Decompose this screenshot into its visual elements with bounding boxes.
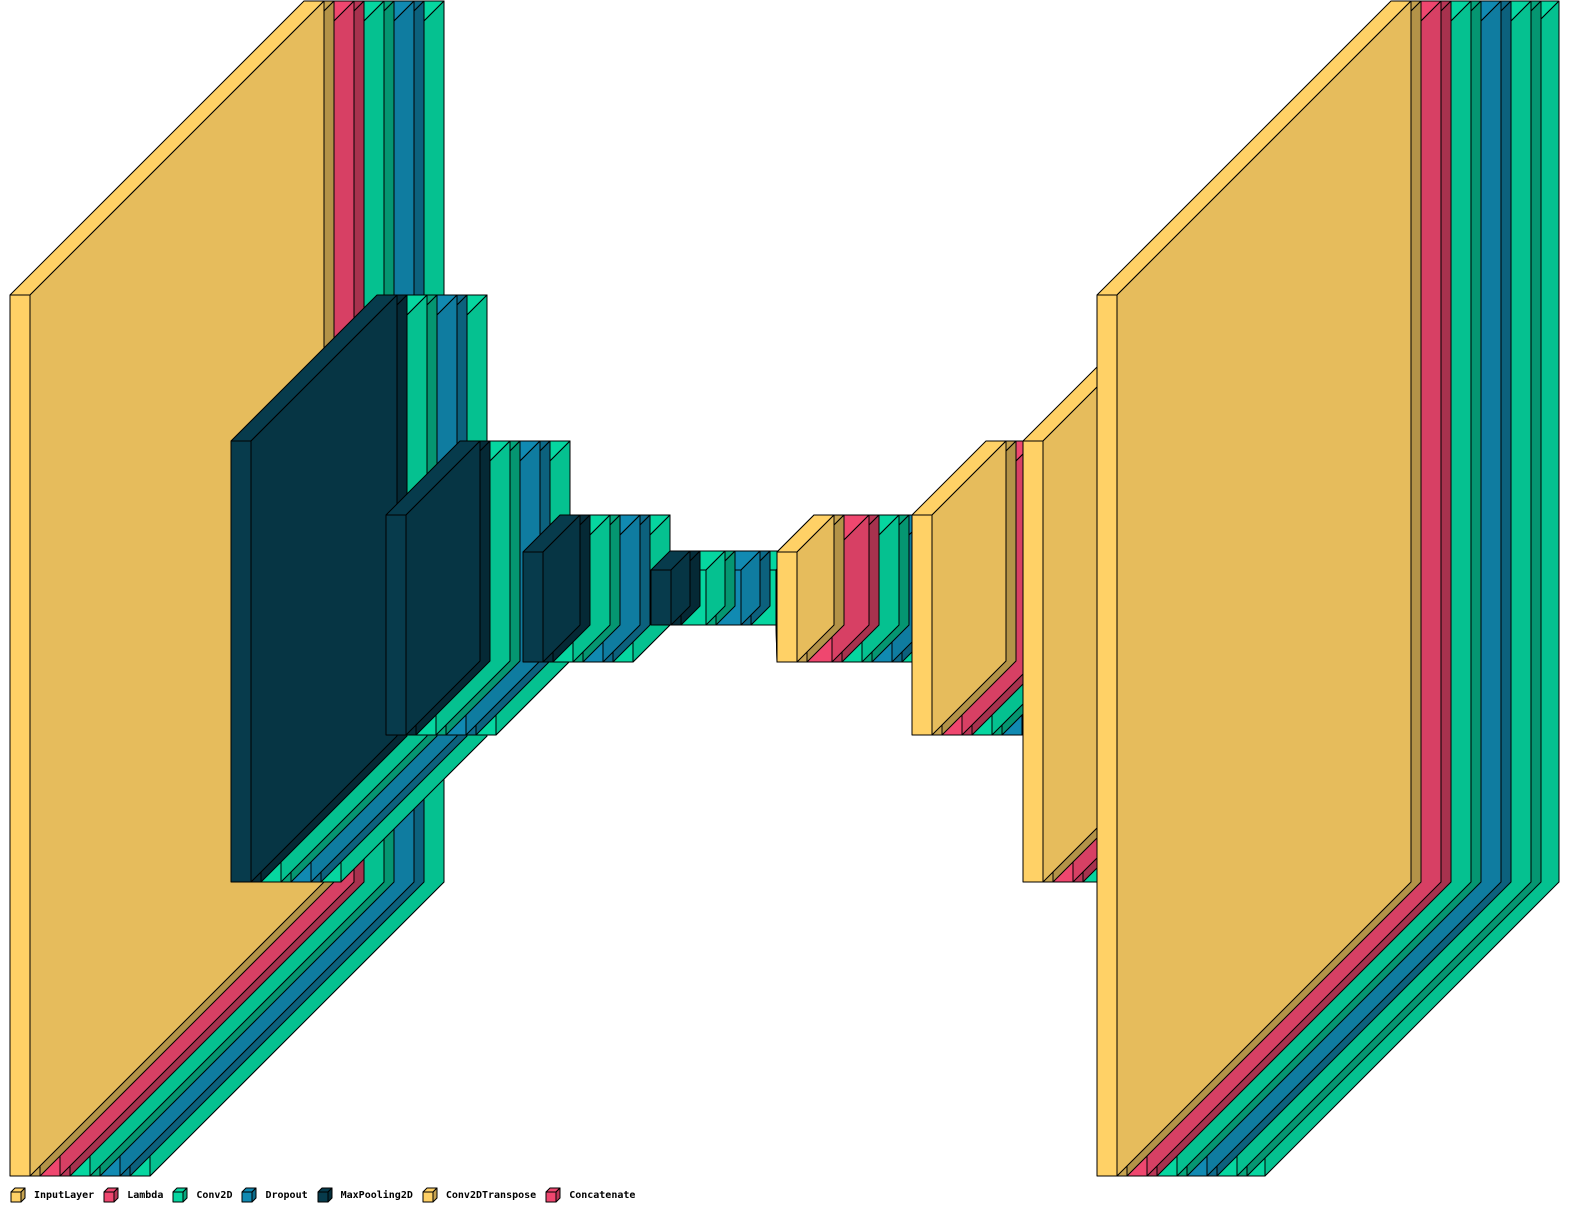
- dropout-cube-icon: [241, 1187, 257, 1203]
- legend-item-conv2-dtranspose: Conv2DTranspose: [422, 1187, 536, 1203]
- layer-max-pooling2-d-bottleneck-0: [650, 550, 691, 626]
- input-layer-cube-icon: [10, 1187, 26, 1203]
- legend-label: Concatenate: [569, 1189, 636, 1201]
- legend-label: Lambda: [127, 1189, 164, 1201]
- layer-boxes: [9, 0, 1560, 1177]
- legend-label: InputLayer: [34, 1189, 95, 1201]
- conv2-dtranspose-cube-icon: [422, 1187, 438, 1203]
- layer-max-pooling2-d-encoder-4-0: [522, 514, 581, 663]
- layer-max-pooling2-d-encoder-3-0: [385, 440, 481, 736]
- layer-conv2-dtranspose-decoder-1-0: [776, 514, 835, 663]
- legend-item-conv2-d: Conv2D: [172, 1187, 232, 1203]
- lambda-cube-icon: [103, 1187, 119, 1203]
- legend-item-max-pooling2-d: MaxPooling2D: [317, 1187, 413, 1203]
- max-pooling2-d-cube-icon: [317, 1187, 333, 1203]
- legend-label: MaxPooling2D: [340, 1189, 413, 1201]
- layer-conv2-dtranspose-decoder-2-0: [911, 440, 1007, 736]
- conv2-d-cube-icon: [172, 1187, 188, 1203]
- legend-label: Conv2D: [196, 1189, 233, 1201]
- legend-item-lambda: Lambda: [103, 1187, 163, 1203]
- legend: InputLayer Lambda Conv2D Dropout MaxPooling2…: [10, 1186, 644, 1204]
- legend-item-input-layer: InputLayer: [10, 1187, 94, 1203]
- legend-label: Dropout: [265, 1189, 308, 1201]
- layer-max-pooling2-d-encoder-2-0: [230, 294, 398, 883]
- layer-conv2-dtranspose-decoder-4-0: [1096, 0, 1412, 1177]
- legend-label: Conv2DTranspose: [445, 1189, 537, 1201]
- concatenate-cube-icon: [545, 1187, 561, 1203]
- legend-item-dropout: Dropout: [241, 1187, 308, 1203]
- legend-item-concatenate: Concatenate: [545, 1187, 635, 1203]
